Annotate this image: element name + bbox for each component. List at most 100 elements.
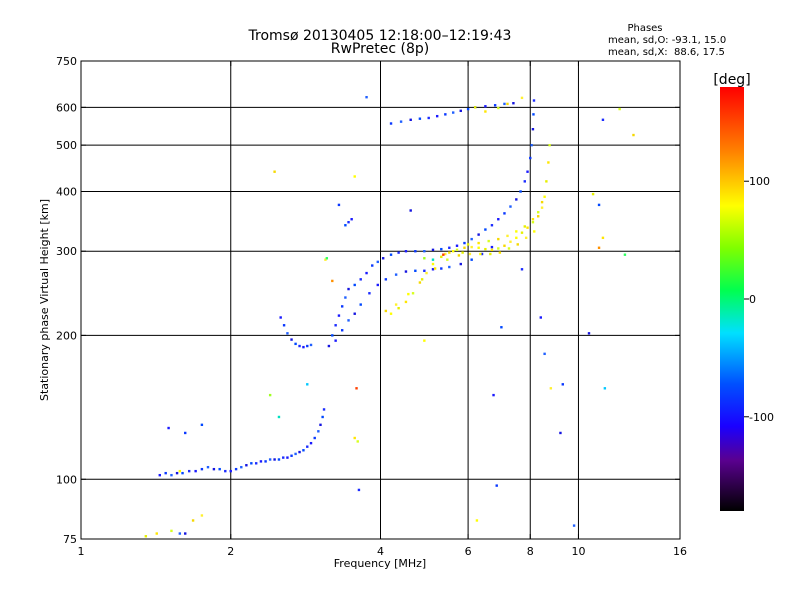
x-mode-point — [498, 251, 502, 254]
o-mode-point — [376, 260, 379, 264]
y-tick-label: 300 — [56, 245, 77, 258]
colorbar-tick-label: 0 — [749, 293, 756, 306]
colorbar: [deg] 100 0 -100 — [713, 72, 774, 511]
o-mode-point — [184, 532, 187, 535]
o-mode-point — [306, 445, 309, 448]
o-mode-point — [397, 251, 400, 254]
o-mode-point — [490, 245, 494, 249]
x-mode-point — [431, 262, 435, 266]
phase-legend: Phases mean, sd,O: -93.1, 15.0 mean, sd,… — [608, 23, 726, 58]
x-mode-point — [353, 175, 356, 178]
mixed-phase-point — [603, 387, 607, 390]
o-mode-point — [290, 338, 293, 341]
x-mode-point — [384, 309, 388, 313]
x-mode-point — [515, 236, 518, 240]
o-mode-point — [298, 450, 301, 454]
mixed-phase-point — [277, 415, 281, 419]
x-mode-point — [446, 258, 449, 261]
x-mode-point — [411, 292, 415, 295]
x-tick-label: 10 — [571, 545, 585, 558]
x-tick-label: 16 — [673, 545, 687, 558]
colorbar-tick-label: 100 — [749, 175, 770, 188]
x-mode-point — [356, 440, 359, 443]
x-mode-point — [506, 102, 509, 106]
legend-line-o: mean, sd,O: -93.1, 15.0 — [608, 35, 726, 46]
o-mode-point — [509, 205, 512, 208]
o-mode-point — [414, 250, 417, 253]
o-mode-point — [164, 471, 167, 475]
o-mode-point — [245, 464, 248, 467]
x-mode-point — [537, 215, 540, 218]
o-mode-point — [167, 426, 170, 430]
x-mode-point — [455, 248, 459, 252]
o-mode-point — [344, 296, 347, 299]
chart-title: Tromsø 20130405 12:18:00–12:19:43 — [248, 28, 512, 44]
o-mode-point — [526, 170, 529, 173]
o-mode-point — [200, 467, 204, 471]
mixed-phase-point — [306, 383, 309, 386]
colorbar-ticks: 100 0 -100 — [744, 175, 774, 424]
x-mode-point — [484, 247, 487, 251]
x-mode-point — [540, 200, 544, 204]
x-mode-point — [473, 106, 477, 109]
mixed-phase-point — [331, 279, 334, 283]
o-mode-point — [423, 250, 426, 253]
o-mode-point — [477, 233, 480, 236]
x-axis: 1 2 4 6 8 10 16 — [78, 61, 687, 558]
x-mode-point — [397, 306, 400, 310]
o-mode-point — [158, 473, 161, 477]
o-mode-point — [306, 344, 309, 348]
y-tick-label: 200 — [56, 329, 77, 342]
o-mode-point — [282, 456, 285, 459]
x-mode-point — [470, 245, 473, 249]
data-points — [144, 95, 635, 538]
x-mode-point — [520, 96, 524, 100]
o-mode-point — [337, 314, 341, 317]
o-mode-point — [531, 127, 535, 131]
o-mode-point — [493, 104, 497, 107]
o-mode-point — [365, 271, 368, 275]
o-mode-point — [427, 116, 430, 120]
o-mode-point — [178, 532, 182, 535]
x-mode-point — [503, 244, 506, 247]
o-mode-point — [319, 423, 322, 427]
o-mode-point — [414, 269, 417, 272]
x-mode-point — [526, 226, 529, 229]
x-mode-point — [200, 514, 204, 517]
x-mode-point — [520, 231, 524, 234]
o-mode-point — [187, 469, 191, 473]
o-mode-point — [194, 469, 197, 473]
y-tick-label: 75 — [63, 533, 77, 546]
o-mode-point — [497, 218, 500, 221]
o-mode-point — [347, 319, 350, 322]
o-mode-point — [340, 305, 344, 308]
o-mode-point — [350, 218, 353, 221]
mixed-phase-point — [423, 257, 426, 260]
o-mode-point — [539, 316, 542, 319]
o-mode-point — [463, 241, 466, 245]
o-mode-point — [455, 244, 459, 247]
o-mode-point — [543, 352, 546, 356]
x-mode-point — [191, 519, 195, 522]
o-mode-point — [484, 105, 487, 108]
x-mode-point — [144, 535, 148, 538]
o-mode-point — [490, 224, 494, 227]
x-mode-point — [509, 240, 512, 243]
o-mode-point — [229, 469, 232, 473]
x-mode-point — [466, 243, 470, 246]
o-mode-point — [359, 278, 362, 281]
o-mode-point — [597, 203, 601, 207]
y-axis-label: Stationary phase Virtual Height [km] — [38, 199, 51, 401]
o-mode-point — [282, 324, 286, 327]
y-tick-label: 750 — [56, 55, 77, 68]
o-mode-point — [520, 268, 524, 271]
o-mode-point — [368, 292, 371, 295]
o-mode-point — [347, 221, 350, 224]
x-mode-point — [425, 271, 428, 275]
x-mode-point — [533, 230, 536, 233]
o-mode-point — [394, 273, 398, 276]
o-mode-point — [224, 469, 227, 473]
o-mode-point — [523, 180, 526, 183]
x-mode-point — [463, 246, 466, 249]
x-mode-point — [468, 252, 472, 256]
